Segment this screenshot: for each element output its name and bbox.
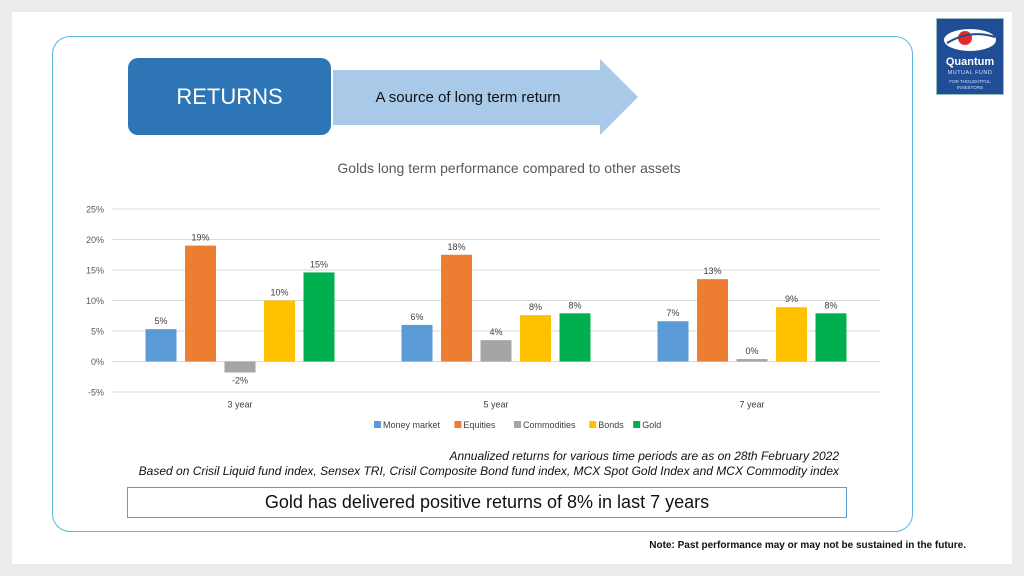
- arrow-banner: [333, 59, 638, 135]
- data-label: 8%: [824, 300, 837, 310]
- logo-emblem-icon: [944, 29, 996, 51]
- note-indices: Based on Crisil Liquid fund index, Sense…: [138, 464, 839, 478]
- bar-money-market: [145, 329, 177, 362]
- y-tick-label: 20%: [86, 235, 104, 245]
- data-label: 9%: [785, 294, 798, 304]
- data-label: 0%: [745, 346, 758, 356]
- y-tick-label: 10%: [86, 296, 104, 306]
- bar-equities: [185, 245, 216, 362]
- data-label: 5%: [154, 316, 167, 326]
- bar-commodities: [224, 361, 256, 373]
- data-label: 19%: [191, 233, 209, 243]
- legend-item: Bonds: [598, 420, 624, 430]
- data-label: 7%: [666, 308, 679, 318]
- legend-swatch: [589, 421, 597, 428]
- x-tick-label: 7 year: [739, 400, 764, 410]
- legend-item: Equities: [463, 420, 496, 430]
- data-label: 10%: [270, 288, 288, 298]
- legend-swatch: [454, 421, 462, 428]
- bar-money-market: [657, 321, 689, 362]
- data-label: -2%: [232, 375, 248, 385]
- x-tick-label: 5 year: [483, 400, 508, 410]
- chart-title: Golds long term performance compared to …: [337, 160, 680, 176]
- bar-commodities: [736, 359, 768, 362]
- quantum-logo: Quantum MUTUAL FUND FOR THOUGHTFUL INVES…: [936, 18, 1004, 95]
- y-tick-label: 0%: [91, 357, 104, 367]
- returns-bar-chart: Golds long term performance compared to …: [86, 160, 880, 430]
- bar-bonds: [264, 300, 295, 362]
- legend-item: Commodities: [523, 420, 576, 430]
- bar-gold: [815, 313, 847, 362]
- legend-item: Money market: [383, 420, 441, 430]
- highlight-text: Gold has delivered positive returns of 8…: [264, 492, 710, 512]
- legend-swatch: [374, 421, 381, 428]
- arrow-banner-text: A source of long term return: [375, 88, 561, 106]
- y-tick-label: 5%: [91, 327, 104, 337]
- data-label: 8%: [529, 302, 542, 312]
- bar-gold: [559, 313, 591, 362]
- bar-money-market: [401, 324, 433, 362]
- data-label: 8%: [568, 300, 581, 310]
- highlight-box: Gold has delivered positive returns of 8…: [127, 487, 847, 518]
- returns-label-box: RETURNS: [128, 58, 331, 135]
- note-annualized: Annualized returns for various time peri…: [449, 449, 839, 463]
- returns-label: RETURNS: [176, 83, 283, 109]
- bar-equities: [697, 279, 728, 362]
- data-label: 6%: [410, 312, 423, 322]
- x-tick-label: 3 year: [227, 400, 252, 410]
- logo-brand: Quantum: [945, 56, 995, 68]
- legend-swatch: [514, 421, 521, 428]
- y-tick-label: 25%: [86, 205, 104, 215]
- bar-equities: [441, 254, 472, 362]
- data-label: 18%: [447, 242, 465, 252]
- data-label: 4%: [489, 327, 502, 337]
- bar-gold: [303, 272, 335, 362]
- legend-swatch: [633, 421, 641, 428]
- logo-tagline: FOR THOUGHTFUL INVESTORS: [949, 79, 991, 90]
- y-tick-label: 15%: [86, 266, 104, 276]
- data-label: 13%: [703, 266, 721, 276]
- data-label: 15%: [310, 259, 328, 269]
- disclaimer-note: Note: Past performance may or may not be…: [649, 540, 966, 551]
- y-tick-label: -5%: [88, 388, 104, 398]
- bar-bonds: [520, 315, 551, 362]
- bar-bonds: [776, 307, 807, 362]
- bar-commodities: [480, 340, 512, 362]
- logo-subtitle: MUTUAL FUND: [947, 70, 993, 76]
- legend-item: Gold: [642, 420, 661, 430]
